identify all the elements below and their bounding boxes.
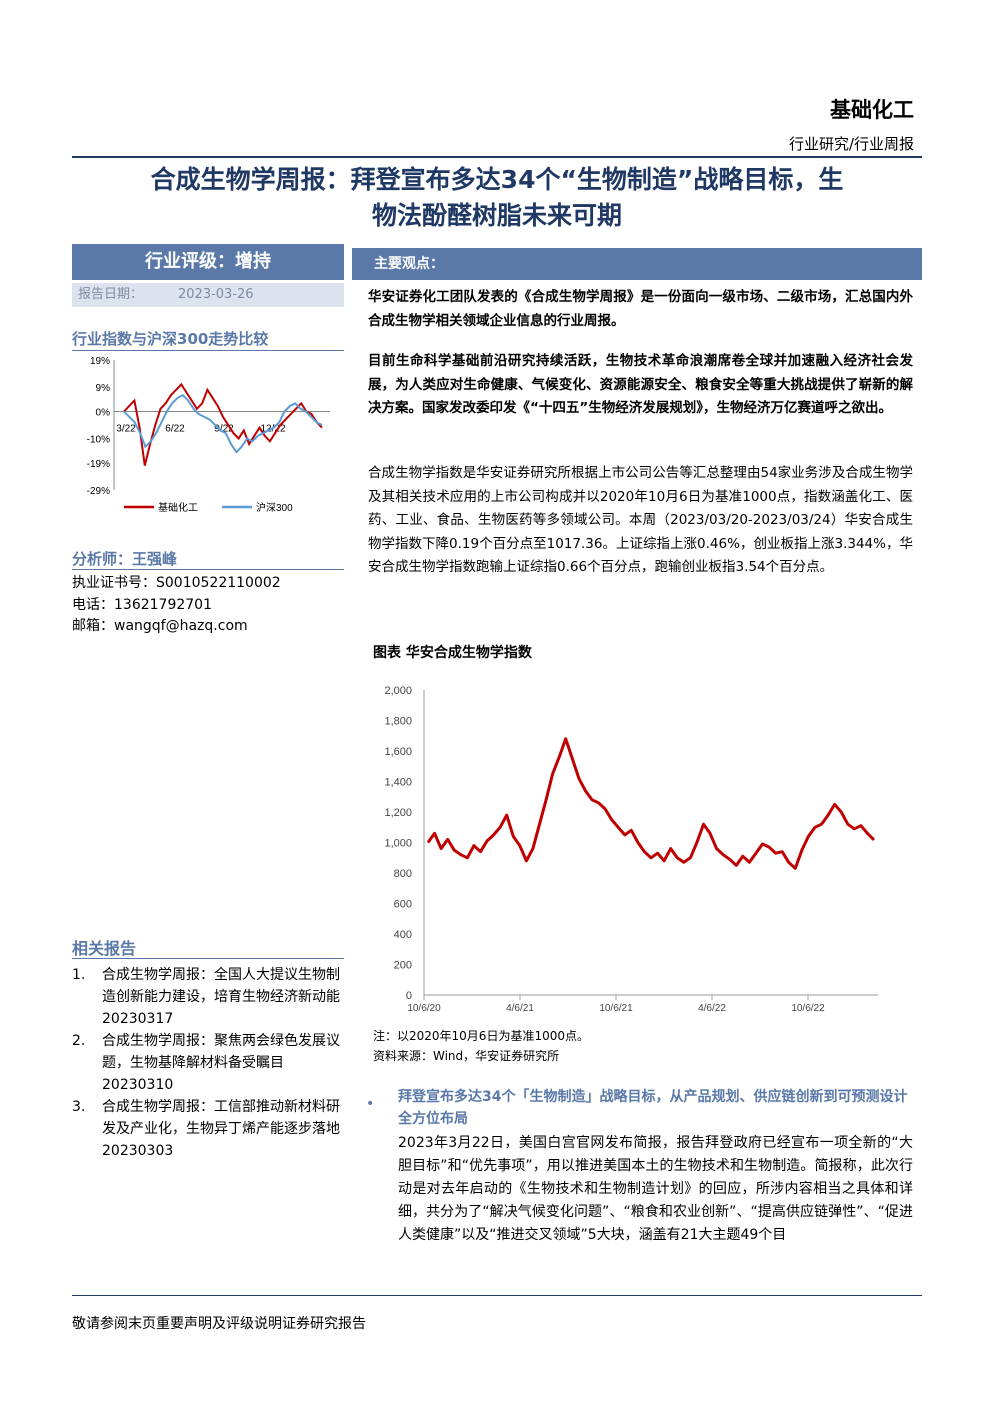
y-tick-label: -29% — [87, 486, 110, 497]
y-tick-label: -10% — [87, 435, 110, 446]
index-line — [426, 737, 876, 870]
viewpoint-title: 主要观点： — [374, 256, 444, 272]
related-report-item[interactable]: 3. 合成生物学周报：工信部推动新材料研发及产业化，生物异丁烯产能逐步落地 20… — [72, 1096, 344, 1162]
footer-disclaimer: 敬请参阅末页重要声明及评级说明证券研究报告 — [72, 1316, 366, 1332]
related-report-number: 2. — [72, 1033, 86, 1049]
analyst-cert: 执业证书号：S0010522110002 — [72, 575, 281, 591]
news-body: 2023年3月22日，美国白宫官网发布简报，报告拜登政府已经宣布一项全新的“大胆… — [398, 1135, 913, 1243]
report-date-row: 报告日期： 2023-03-26 — [72, 283, 344, 307]
legend-label: 基础化工 — [158, 501, 198, 514]
intro-paragraph: 华安证券化工团队发表的《合成生物学周报》是一份面向一级市场、二级市场，汇总国内外… — [368, 289, 913, 329]
x-tick-label: 10/6/21 — [599, 1003, 633, 1014]
related-reports-list: 1. 合成生物学周报：全国人大提议生物制造创新能力建设，培育生物经济新动能 20… — [72, 964, 344, 1162]
report-type: 行业研究/行业周报 — [788, 135, 914, 153]
chart-note: 注：以2020年10月6日为基准1000点。 — [373, 1029, 589, 1043]
x-tick-label: 9/22 — [214, 423, 234, 434]
analyst-divider — [72, 569, 344, 570]
viewpoint-banner: 主要观点： — [352, 248, 922, 280]
index-compare-divider — [72, 350, 344, 351]
report-title-line-2: 物法酚醛树脂未来可期 — [371, 201, 622, 230]
y-tick-label: 1,400 — [384, 777, 412, 789]
synbio-index-chart: 2,000 1,800 1,600 1,400 1,200 1,000 800 600 400 2… — [384, 685, 878, 1014]
x-tick-label: 10/6/22 — [791, 1003, 825, 1014]
y-tick-label: 1,600 — [384, 746, 412, 758]
header-divider — [72, 156, 922, 158]
report-title: 合成生物学周报：拜登宣布多达34个“生物制造”战略目标，生 物法酚醛树脂未来可期 — [72, 162, 922, 234]
chart-notes: 注：以2020年10月6日为基准1000点。 资料来源：Wind，华安证券研究所 — [373, 1026, 589, 1066]
report-date-label: 报告日期： — [78, 287, 144, 302]
y-tick-label: 9% — [96, 383, 111, 394]
x-tick-label: 6/22 — [165, 423, 185, 434]
bullet-marker: • — [366, 1096, 375, 1112]
related-report-text: 合成生物学周报：工信部推动新材料研发及产业化，生物异丁烯产能逐步落地 20230… — [102, 1099, 340, 1159]
related-reports-divider — [72, 958, 344, 959]
index-compare-title: 行业指数与沪深300走势比较 — [72, 330, 269, 348]
y-tick-label: 1,800 — [384, 716, 412, 728]
analyst-info: 执业证书号：S0010522110002 电话：13621792701 邮箱：w… — [72, 573, 281, 638]
chart-source: 资料来源：Wind，华安证券研究所 — [373, 1049, 560, 1063]
analyst-title: 分析师：王强峰 — [72, 550, 178, 568]
y-tick-label: 0% — [96, 407, 111, 418]
related-report-text: 合成生物学周报：全国人大提议生物制造创新能力建设，培育生物经济新动能 20230… — [102, 967, 340, 1027]
report-date-value: 2023-03-26 — [178, 287, 254, 302]
y-tick-label: 200 — [394, 960, 412, 972]
y-tick-label: 800 — [394, 868, 412, 880]
news-headline: 拜登宣布多达34个「生物制造」战略目标，从产品规划、供应链创新到可预测设计全方位… — [398, 1089, 908, 1127]
x-tick-label: 4/6/21 — [506, 1003, 534, 1014]
y-tick-label: 400 — [394, 929, 412, 941]
y-tick-label: 19% — [90, 356, 110, 367]
y-tick-label: 2,000 — [384, 685, 412, 697]
industry-rating: 行业评级：增持 — [72, 244, 344, 280]
x-tick-label: 3/22 — [116, 423, 136, 434]
y-tick-label: 1,200 — [384, 807, 412, 819]
report-title-line-1: 合成生物学周报：拜登宣布多达34个“生物制造”战略目标，生 — [150, 165, 844, 194]
legend-label: 沪深300 — [256, 501, 293, 514]
x-tick-label: 10/6/20 — [407, 1003, 441, 1014]
series-line — [123, 393, 323, 454]
related-report-number: 3. — [72, 1099, 86, 1115]
related-reports-title: 相关报告 — [72, 939, 137, 958]
report-sector: 基础化工 — [830, 97, 914, 122]
series-line — [123, 382, 323, 466]
related-report-number: 1. — [72, 967, 86, 983]
background-paragraph: 目前生命科学基础前沿研究持续活跃，生物技术革命浪潮席卷全球并加速融入经济社会发展… — [368, 353, 913, 416]
related-report-item[interactable]: 1. 合成生物学周报：全国人大提议生物制造创新能力建设，培育生物经济新动能 20… — [72, 964, 344, 1030]
y-tick-label: 1,000 — [384, 838, 412, 850]
y-tick-label: 0 — [406, 990, 412, 1002]
y-tick-label: 600 — [394, 899, 412, 911]
chart-caption: 图表 华安合成生物学指数 — [373, 645, 532, 661]
analyst-email: 邮箱：wangqf@hazq.com — [72, 618, 248, 634]
related-report-text: 合成生物学周报：聚焦两会绿色发展议题，生物基降解材料备受瞩目 20230310 — [102, 1033, 340, 1093]
y-tick-label: -19% — [87, 459, 110, 470]
index-compare-chart: 19%9%0%-10%-19%-29%3/22 6/22 9/22 12/22基础化工… — [87, 356, 330, 514]
index-summary-paragraph: 合成生物学指数是华安证券研究所根据上市公司公告等汇总整理由54家业务涉及合成生物… — [368, 465, 913, 575]
analyst-phone: 电话：13621792701 — [72, 596, 212, 613]
related-report-item[interactable]: 2. 合成生物学周报：聚焦两会绿色发展议题，生物基降解材料备受瞩目 202303… — [72, 1030, 344, 1096]
x-tick-label: 4/6/22 — [698, 1003, 726, 1014]
footer-divider — [72, 1295, 922, 1296]
